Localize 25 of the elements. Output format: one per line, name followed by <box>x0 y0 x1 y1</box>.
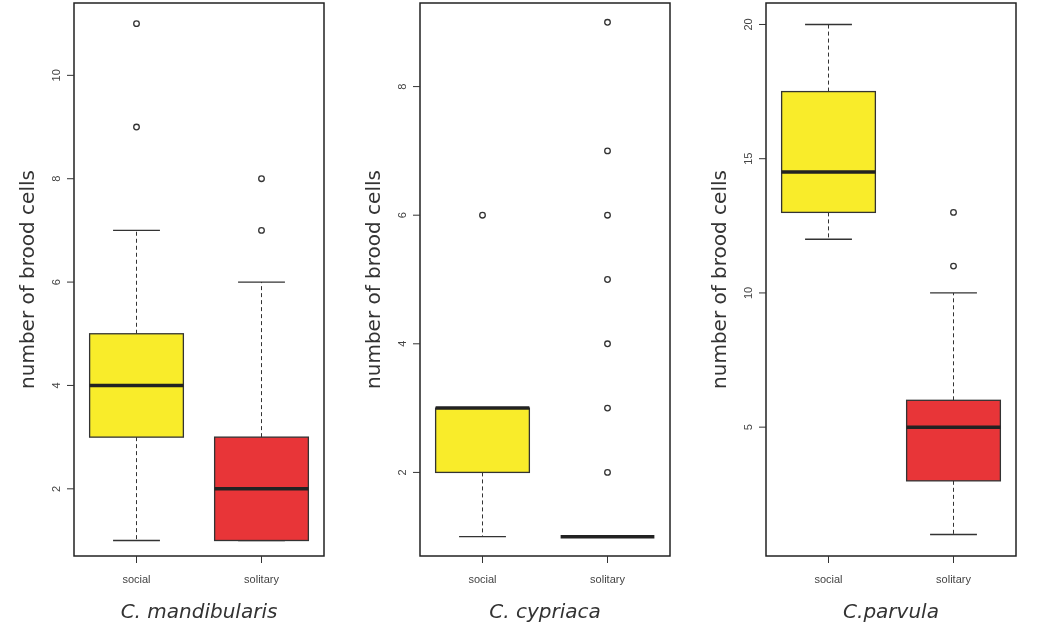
x-tick-label: social <box>468 573 497 585</box>
y-tick-label: 10 <box>50 69 62 82</box>
y-tick-label: 2 <box>50 485 62 492</box>
x-tick-label: solitary <box>936 573 972 585</box>
x-tick-label: solitary <box>244 573 280 585</box>
y-tick-label: 4 <box>50 382 62 389</box>
x-tick-label: social <box>814 573 843 585</box>
y-tick-label: 5 <box>742 424 754 431</box>
y-tick-label: 4 <box>396 340 408 347</box>
y-axis-title: number of brood cells <box>707 170 731 389</box>
y-tick-label: 20 <box>742 18 754 31</box>
y-tick-label: 6 <box>50 279 62 286</box>
x-axis-title: C. cypriaca <box>489 599 601 623</box>
y-tick-label: 8 <box>396 83 408 90</box>
y-tick-label: 6 <box>396 212 408 219</box>
x-tick-label: solitary <box>590 573 626 585</box>
y-axis-title: number of brood cells <box>15 170 39 389</box>
y-axis-title: number of brood cells <box>361 170 385 389</box>
x-axis-title: C. mandibularis <box>120 599 278 623</box>
y-tick-label: 2 <box>396 469 408 476</box>
y-tick-label: 8 <box>50 175 62 182</box>
y-tick-label: 15 <box>742 152 754 165</box>
x-axis-title: C.parvula <box>843 599 939 623</box>
y-tick-label: 10 <box>742 286 754 300</box>
x-tick-label: social <box>122 573 151 585</box>
